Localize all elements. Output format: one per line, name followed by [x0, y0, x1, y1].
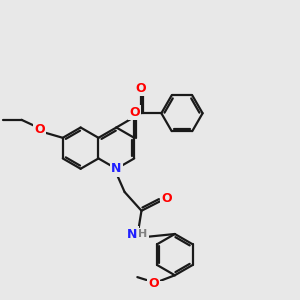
Text: O: O	[162, 192, 172, 205]
Text: N: N	[127, 227, 138, 241]
Text: O: O	[135, 82, 146, 94]
Text: H: H	[138, 229, 148, 239]
Text: O: O	[34, 123, 45, 136]
Text: O: O	[129, 106, 140, 119]
Text: O: O	[148, 277, 159, 290]
Text: N: N	[111, 162, 122, 175]
